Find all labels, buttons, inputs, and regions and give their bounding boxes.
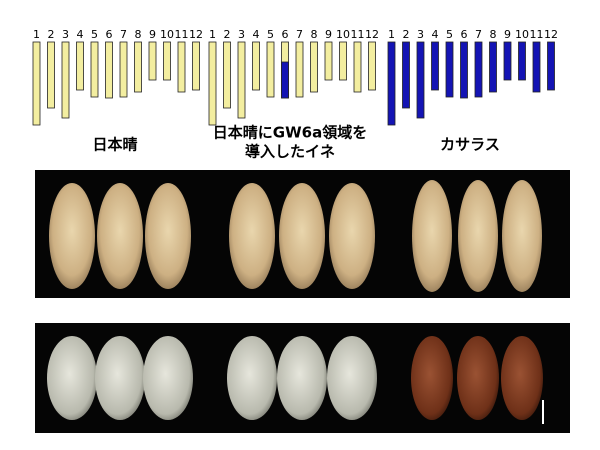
chromosome	[32, 41, 41, 126]
introgressed-segment	[281, 61, 289, 99]
chromosome-number: 4	[253, 28, 260, 41]
chromosome-number: 1	[33, 28, 40, 41]
chromosome-number: 3	[238, 28, 245, 41]
chromosome	[266, 41, 275, 98]
chromosome-number: 12	[189, 28, 203, 41]
chromosome	[223, 41, 231, 109]
dehulled-grain	[143, 336, 193, 420]
chromosome	[416, 41, 425, 119]
dehulled-grain	[501, 336, 543, 420]
chromosome-number: 9	[325, 28, 332, 41]
chromosome-number: 3	[417, 28, 424, 41]
chromosome	[134, 41, 142, 93]
dehulled-grain	[277, 336, 327, 420]
strain-label: 日本晴にGW6a領域を	[213, 124, 367, 142]
dehulled-grain	[47, 336, 97, 420]
chromosome	[353, 41, 362, 93]
grains	[47, 180, 543, 420]
dehulled-grain	[95, 336, 145, 420]
chromosome	[532, 41, 541, 93]
chromosome	[547, 41, 555, 91]
chromosome-number: 10	[515, 28, 529, 41]
hulled-grain	[329, 183, 375, 289]
chromosome	[445, 41, 454, 98]
chromosome	[148, 41, 157, 81]
chromosome-number: 2	[48, 28, 55, 41]
chromosome-number: 12	[544, 28, 558, 41]
chromosome-number: 6	[461, 28, 468, 41]
chromosome	[90, 41, 99, 98]
chromosome	[252, 41, 260, 91]
chromosome-number: 4	[77, 28, 84, 41]
hulled-grain	[145, 183, 191, 289]
chromosome	[310, 41, 318, 93]
chromosome-number: 6	[282, 28, 289, 41]
chromosome	[431, 41, 439, 91]
chromosome	[324, 41, 333, 81]
chromosome-number: 2	[403, 28, 410, 41]
strain-label: カサラス	[440, 136, 500, 154]
chromosome-number: 5	[446, 28, 453, 41]
chromosome	[163, 41, 171, 81]
dehulled-grain	[327, 336, 377, 420]
chromosome-number: 5	[91, 28, 98, 41]
dehulled-grain	[227, 336, 277, 420]
chromosome-number: 10	[336, 28, 350, 41]
hulled-grain	[49, 183, 95, 289]
chromosome-number: 8	[490, 28, 497, 41]
chromosome-number: 2	[224, 28, 231, 41]
chromosome-number: 9	[149, 28, 156, 41]
hulled-grain	[229, 183, 275, 289]
chromosome	[474, 41, 483, 98]
chromosome	[119, 41, 128, 98]
chromosome-number: 1	[388, 28, 395, 41]
hulled-grain	[279, 183, 325, 289]
chromosome	[61, 41, 70, 119]
chromosome	[295, 41, 304, 98]
hulled-grain	[458, 180, 498, 292]
chromosome	[105, 41, 113, 99]
chromosome	[339, 41, 347, 81]
chromosome-number: 7	[296, 28, 303, 41]
chromosome-number: 11	[175, 28, 189, 41]
chromosome	[460, 41, 468, 99]
hulled-grain	[502, 180, 542, 292]
chromosome	[387, 41, 396, 126]
chromosome-number: 11	[351, 28, 365, 41]
chromosome-number: 11	[530, 28, 544, 41]
chromosome	[76, 41, 84, 91]
chromosome-number: 7	[120, 28, 127, 41]
chromosome-number: 10	[160, 28, 174, 41]
strain-label: 導入したイネ	[245, 143, 335, 161]
chromosome	[192, 41, 200, 91]
chromosome	[368, 41, 376, 91]
chromosome	[237, 41, 246, 119]
chromosome	[47, 41, 55, 109]
chromosome	[208, 41, 217, 126]
hulled-grain	[412, 180, 452, 292]
chromosome	[489, 41, 497, 93]
chromosome	[402, 41, 410, 109]
chromosome-number: 7	[475, 28, 482, 41]
chromosome-number: 4	[432, 28, 439, 41]
chromosome-number: 1	[209, 28, 216, 41]
chromosome	[503, 41, 512, 81]
dehulled-grain	[457, 336, 499, 420]
chromosome	[518, 41, 526, 81]
strain-label: 日本晴	[92, 136, 137, 154]
chromosome-number: 8	[135, 28, 142, 41]
chromosome-number: 3	[62, 28, 69, 41]
hulled-grain	[97, 183, 143, 289]
chromosome-number: 9	[504, 28, 511, 41]
chromosome-number: 6	[106, 28, 113, 41]
chromosome-number: 5	[267, 28, 274, 41]
chromosome-number: 8	[311, 28, 318, 41]
chromosome-number: 12	[365, 28, 379, 41]
chromosome	[177, 41, 186, 93]
dehulled-grain	[411, 336, 453, 420]
